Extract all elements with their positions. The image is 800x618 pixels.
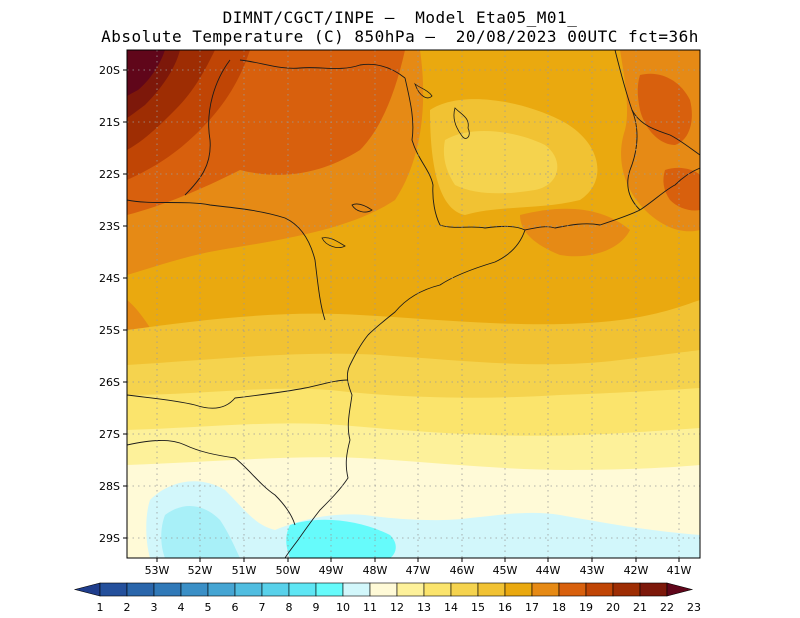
colorbar-swatch <box>288 582 317 597</box>
longitude-axis: 53W 52W 51W 50W 49W 48W 47W 46W 45W 44W 43W 42W 41W <box>145 558 692 577</box>
colorbar-label: 15 <box>471 601 485 614</box>
coastlines-and-borders <box>127 50 700 558</box>
lon-label: 46W <box>450 564 475 577</box>
lat-label: 23S <box>99 220 120 233</box>
lat-label: 24S <box>99 272 120 285</box>
colorbar-swatch <box>369 582 398 597</box>
lon-label: 49W <box>319 564 344 577</box>
colorbar-swatch <box>99 582 128 597</box>
colorbar-swatch <box>153 582 182 597</box>
map-frame <box>126 49 701 559</box>
colorbar-label: 1 <box>97 601 104 614</box>
lat-label: 27S <box>99 428 120 441</box>
colorbar-label: 12 <box>390 601 404 614</box>
colorbar: 1 2 3 4 5 6 7 8 9 10 11 12 13 14 15 16 17 18 19 20 21 22 23 <box>73 582 701 614</box>
lon-label: 51W <box>232 564 257 577</box>
colorbar-label: 22 <box>660 601 674 614</box>
colorbar-swatch <box>450 582 479 597</box>
colorbar-label: 8 <box>286 601 293 614</box>
latitude-axis: 20S 21S 22S 23S 24S 25S 26S 27S 28S 29S <box>99 64 127 545</box>
colorbar-right-arrow <box>666 582 694 597</box>
lon-label: 50W <box>276 564 301 577</box>
colorbar-swatch <box>126 582 155 597</box>
colorbar-label: 16 <box>498 601 512 614</box>
colorbar-label: 20 <box>606 601 620 614</box>
colorbar-label: 21 <box>633 601 647 614</box>
lon-label: 42W <box>624 564 649 577</box>
chart-title-line1: DIMNT/CGCT/INPE – Model Eta05_M01_ <box>222 8 578 27</box>
colorbar-swatch <box>612 582 641 597</box>
lat-label: 21S <box>99 116 120 129</box>
lon-label: 45W <box>493 564 518 577</box>
lat-label: 26S <box>99 376 120 389</box>
colorbar-label: 13 <box>417 601 431 614</box>
colorbar-label: 4 <box>178 601 185 614</box>
colorbar-label: 7 <box>259 601 266 614</box>
lon-label: 43W <box>580 564 605 577</box>
lat-label: 25S <box>99 324 120 337</box>
lon-label: 48W <box>363 564 388 577</box>
colorbar-label: 10 <box>336 601 350 614</box>
colorbar-swatch <box>261 582 290 597</box>
colorbar-swatch <box>342 582 371 597</box>
colorbar-left-arrow <box>73 582 101 597</box>
colorbar-swatch <box>477 582 506 597</box>
colorbar-label: 6 <box>232 601 239 614</box>
colorbar-label: 18 <box>552 601 566 614</box>
lon-label: 41W <box>667 564 692 577</box>
colorbar-swatch <box>180 582 209 597</box>
lon-label: 53W <box>145 564 170 577</box>
colorbar-label: 23 <box>687 601 701 614</box>
colorbar-swatch <box>531 582 560 597</box>
lon-label: 52W <box>188 564 213 577</box>
lat-label: 22S <box>99 168 120 181</box>
chart-title-line2: Absolute Temperature (C) 850hPa – 20/08/… <box>101 27 699 46</box>
colorbar-swatch <box>315 582 344 597</box>
colorbar-swatch <box>585 582 614 597</box>
lat-label: 20S <box>99 64 120 77</box>
colorbar-label: 9 <box>313 601 320 614</box>
colorbar-label: 11 <box>363 601 377 614</box>
lon-label: 44W <box>536 564 561 577</box>
colorbar-label: 14 <box>444 601 458 614</box>
lon-label: 47W <box>406 564 431 577</box>
colorbar-label: 3 <box>151 601 158 614</box>
colorbar-swatch <box>207 582 236 597</box>
lat-label: 29S <box>99 532 120 545</box>
colorbar-swatch <box>234 582 263 597</box>
colorbar-label: 17 <box>525 601 539 614</box>
temperature-field <box>127 50 700 558</box>
colorbar-swatch <box>639 582 668 597</box>
lat-label: 28S <box>99 480 120 493</box>
colorbar-swatch <box>423 582 452 597</box>
colorbar-label: 19 <box>579 601 593 614</box>
colorbar-swatch <box>504 582 533 597</box>
colorbar-label: 5 <box>205 601 212 614</box>
colorbar-label: 2 <box>124 601 131 614</box>
colorbar-swatch <box>396 582 425 597</box>
colorbar-swatch <box>558 582 587 597</box>
